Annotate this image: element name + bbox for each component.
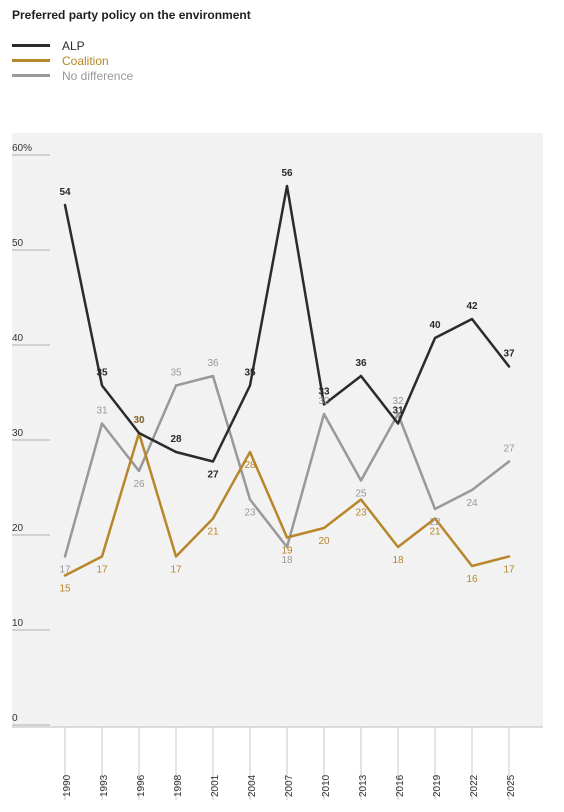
data-label-coalition: 21 (429, 527, 441, 538)
x-tick-label: 1996 (136, 774, 147, 797)
data-label-no-difference: 32 (318, 396, 330, 407)
x-tick-label: 2016 (395, 774, 406, 797)
data-label-alp: 37 (503, 349, 515, 360)
x-tick-label: 2025 (506, 774, 517, 797)
data-label-alp: 30 (133, 415, 145, 426)
data-label-no-difference: 32 (392, 396, 404, 407)
data-label-coalition: 15 (59, 584, 71, 595)
chart-title: Preferred party policy on the environmen… (12, 8, 251, 22)
x-tick-label: 2013 (358, 774, 369, 797)
x-tick-label: 2022 (469, 774, 480, 797)
data-label-alp: 33 (318, 387, 330, 398)
data-label-no-difference: 22 (429, 517, 441, 528)
data-label-no-difference: 24 (466, 498, 478, 509)
legend-label-no-difference: No difference (62, 68, 134, 83)
x-tick-label: 2010 (321, 774, 332, 797)
data-label-alp: 56 (281, 168, 293, 179)
y-tick-label: 20 (12, 523, 24, 534)
data-label-alp: 40 (429, 320, 441, 331)
data-label-no-difference: 35 (170, 368, 182, 379)
data-label-coalition: 23 (355, 508, 367, 519)
series-line-no-difference (63, 374, 511, 558)
y-tick-label: 0 (12, 713, 18, 724)
legend-swatch-alp (12, 44, 50, 47)
legend-swatch-coalition (12, 59, 50, 62)
x-tick-label: 2001 (210, 774, 221, 797)
y-tick-label: 40 (12, 333, 24, 344)
data-label-no-difference: 31 (96, 406, 108, 417)
data-label-no-difference: 25 (355, 489, 367, 500)
legend: ALP Coalition No difference (12, 38, 133, 83)
data-label-coalition: 20 (318, 536, 330, 547)
data-label-coalition: 17 (503, 565, 515, 576)
y-tick-label: 30 (12, 428, 24, 439)
y-tick-label: 50 (12, 238, 24, 249)
series-line-alp (63, 184, 511, 463)
data-label-no-difference: 23 (244, 508, 256, 519)
x-tick-label: 2004 (247, 774, 258, 797)
plot-background (12, 133, 543, 727)
x-tick-label: 1998 (173, 774, 184, 797)
data-label-alp: 31 (392, 406, 404, 417)
legend-label-coalition: Coalition (62, 53, 109, 68)
legend-item-coalition: Coalition (12, 53, 133, 68)
x-tick-label: 2019 (432, 774, 443, 797)
legend-label-alp: ALP (62, 38, 85, 53)
legend-item-alp: ALP (12, 38, 133, 53)
data-label-coalition: 21 (207, 527, 219, 538)
data-label-coalition: 18 (392, 555, 404, 566)
data-label-coalition: 17 (96, 565, 108, 576)
data-label-alp: 27 (207, 470, 219, 481)
data-label-alp: 54 (59, 187, 71, 198)
legend-swatch-no-difference (12, 74, 50, 77)
data-label-no-difference: 27 (503, 444, 515, 455)
data-label-coalition: 16 (466, 574, 478, 585)
y-tick-label: 10 (12, 618, 24, 629)
data-label-coalition: 30 (133, 415, 145, 426)
data-label-alp: 36 (355, 358, 367, 369)
data-label-no-difference: 26 (133, 479, 145, 490)
data-label-coalition: 19 (281, 546, 293, 557)
data-label-no-difference: 18 (281, 555, 293, 566)
legend-item-no-difference: No difference (12, 68, 133, 83)
data-label-alp: 35 (96, 368, 108, 379)
x-tick-label: 1993 (99, 774, 110, 797)
data-label-alp: 28 (170, 434, 182, 445)
x-tick-label: 1990 (62, 774, 73, 797)
x-tick-label: 2007 (284, 774, 295, 797)
y-tick-label: 60% (12, 143, 32, 154)
data-label-alp: 42 (466, 301, 478, 312)
data-label-no-difference: 36 (207, 358, 219, 369)
data-label-coalition: 17 (170, 565, 182, 576)
data-label-alp: 35 (244, 368, 256, 379)
data-label-no-difference: 17 (59, 565, 71, 576)
data-label-coalition: 28 (244, 460, 256, 471)
